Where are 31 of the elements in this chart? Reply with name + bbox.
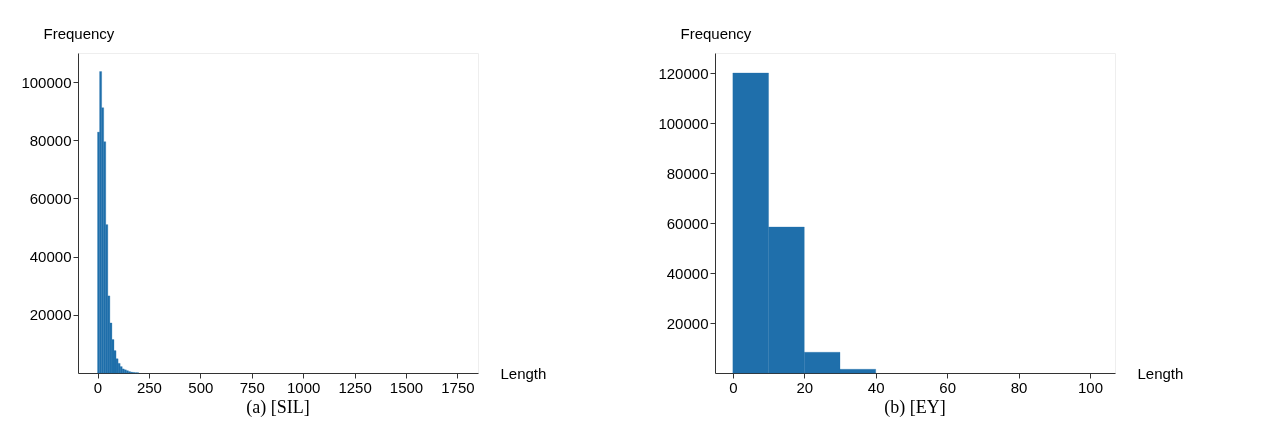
y-tick-label: 40000 — [666, 264, 709, 282]
x-axis-title: Length — [500, 364, 547, 382]
x-tick-label: 20 — [796, 378, 814, 396]
x-tick-label: 0 — [729, 378, 738, 396]
x-tick-label: 1500 — [389, 378, 424, 396]
y-tick-label: 60000 — [666, 214, 709, 232]
y-axis-title: Frequency — [43, 24, 115, 42]
text: (b) [EY] — [884, 397, 946, 418]
x-tick-label: 1750 — [441, 378, 475, 396]
x-tick-label: 1000 — [287, 378, 321, 396]
y-tick-label: 20000 — [29, 306, 72, 324]
x-axis-title: Length — [1137, 364, 1184, 382]
x-tick-label: 0 — [93, 378, 103, 396]
y-tick-label: 120000 — [658, 64, 709, 82]
y-tick-label: 80000 — [666, 164, 709, 182]
x-tick-label: 1250 — [338, 378, 372, 396]
x-tick-label: 100 — [1077, 378, 1104, 396]
y-tick-label: 60000 — [29, 189, 72, 207]
x-tick-label: 60 — [939, 378, 956, 396]
x-tick-label: 500 — [188, 378, 214, 396]
text: (a) [SIL] — [246, 397, 310, 418]
y-tick-label: 20000 — [666, 314, 709, 332]
y-tick-label: 100000 — [21, 73, 72, 91]
y-tick-label: 40000 — [29, 248, 72, 266]
x-tick-label: 250 — [136, 378, 162, 396]
y-tick-label: 80000 — [29, 131, 72, 149]
x-tick-label: 40 — [867, 378, 885, 396]
x-tick-label: 80 — [1010, 378, 1028, 396]
y-axis-title: Frequency — [680, 24, 752, 42]
x-tick-label: 750 — [239, 378, 265, 396]
y-tick-label: 100000 — [658, 114, 709, 132]
